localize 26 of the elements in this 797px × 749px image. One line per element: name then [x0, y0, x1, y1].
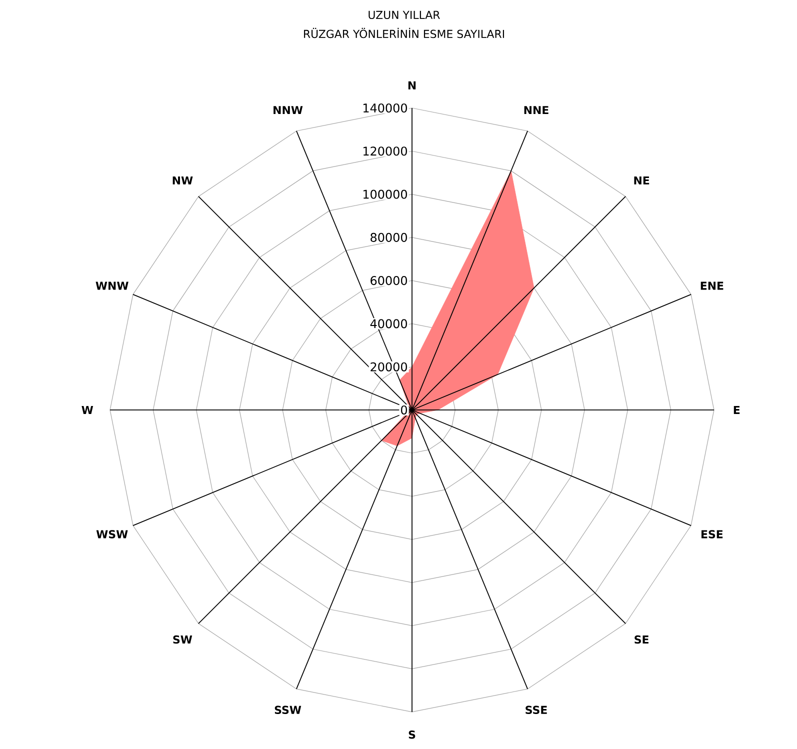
chart-subtitle: RÜZGAR YÖNLERİNİN ESME SAYILARI: [304, 28, 504, 38]
spoke-label: SSW: [274, 706, 302, 714]
spoke-label: WSW: [96, 530, 128, 538]
y-tick-label: 40000: [370, 319, 408, 328]
spoke-label: E: [734, 406, 740, 414]
y-tick-label: 120000: [363, 146, 408, 156]
spoke-label: NNE: [524, 106, 548, 114]
chart-title: UZUN YILLAR: [368, 10, 440, 20]
y-tick-label: 20000: [370, 362, 408, 372]
spoke-label: SW: [173, 635, 192, 644]
spoke-label: ESE: [702, 530, 723, 538]
spoke-label: NE: [634, 176, 650, 184]
spoke-label: NNW: [274, 106, 303, 114]
spoke-label: S: [408, 730, 416, 739]
spoke-label: SE: [634, 635, 648, 644]
spoke-label: ENE: [700, 282, 724, 290]
y-tick-label: 0: [400, 405, 408, 415]
y-tick-label: 80000: [370, 232, 408, 242]
spoke-label: W: [82, 406, 94, 414]
spoke-label: NW: [172, 176, 193, 184]
spoke-label: N: [408, 81, 416, 90]
spoke-label: SSE: [526, 706, 547, 714]
spoke-label: WNW: [96, 282, 128, 290]
y-tick-label: 60000: [370, 276, 408, 286]
y-tick-label: 100000: [363, 190, 408, 199]
y-tick-label: 140000: [363, 103, 408, 113]
